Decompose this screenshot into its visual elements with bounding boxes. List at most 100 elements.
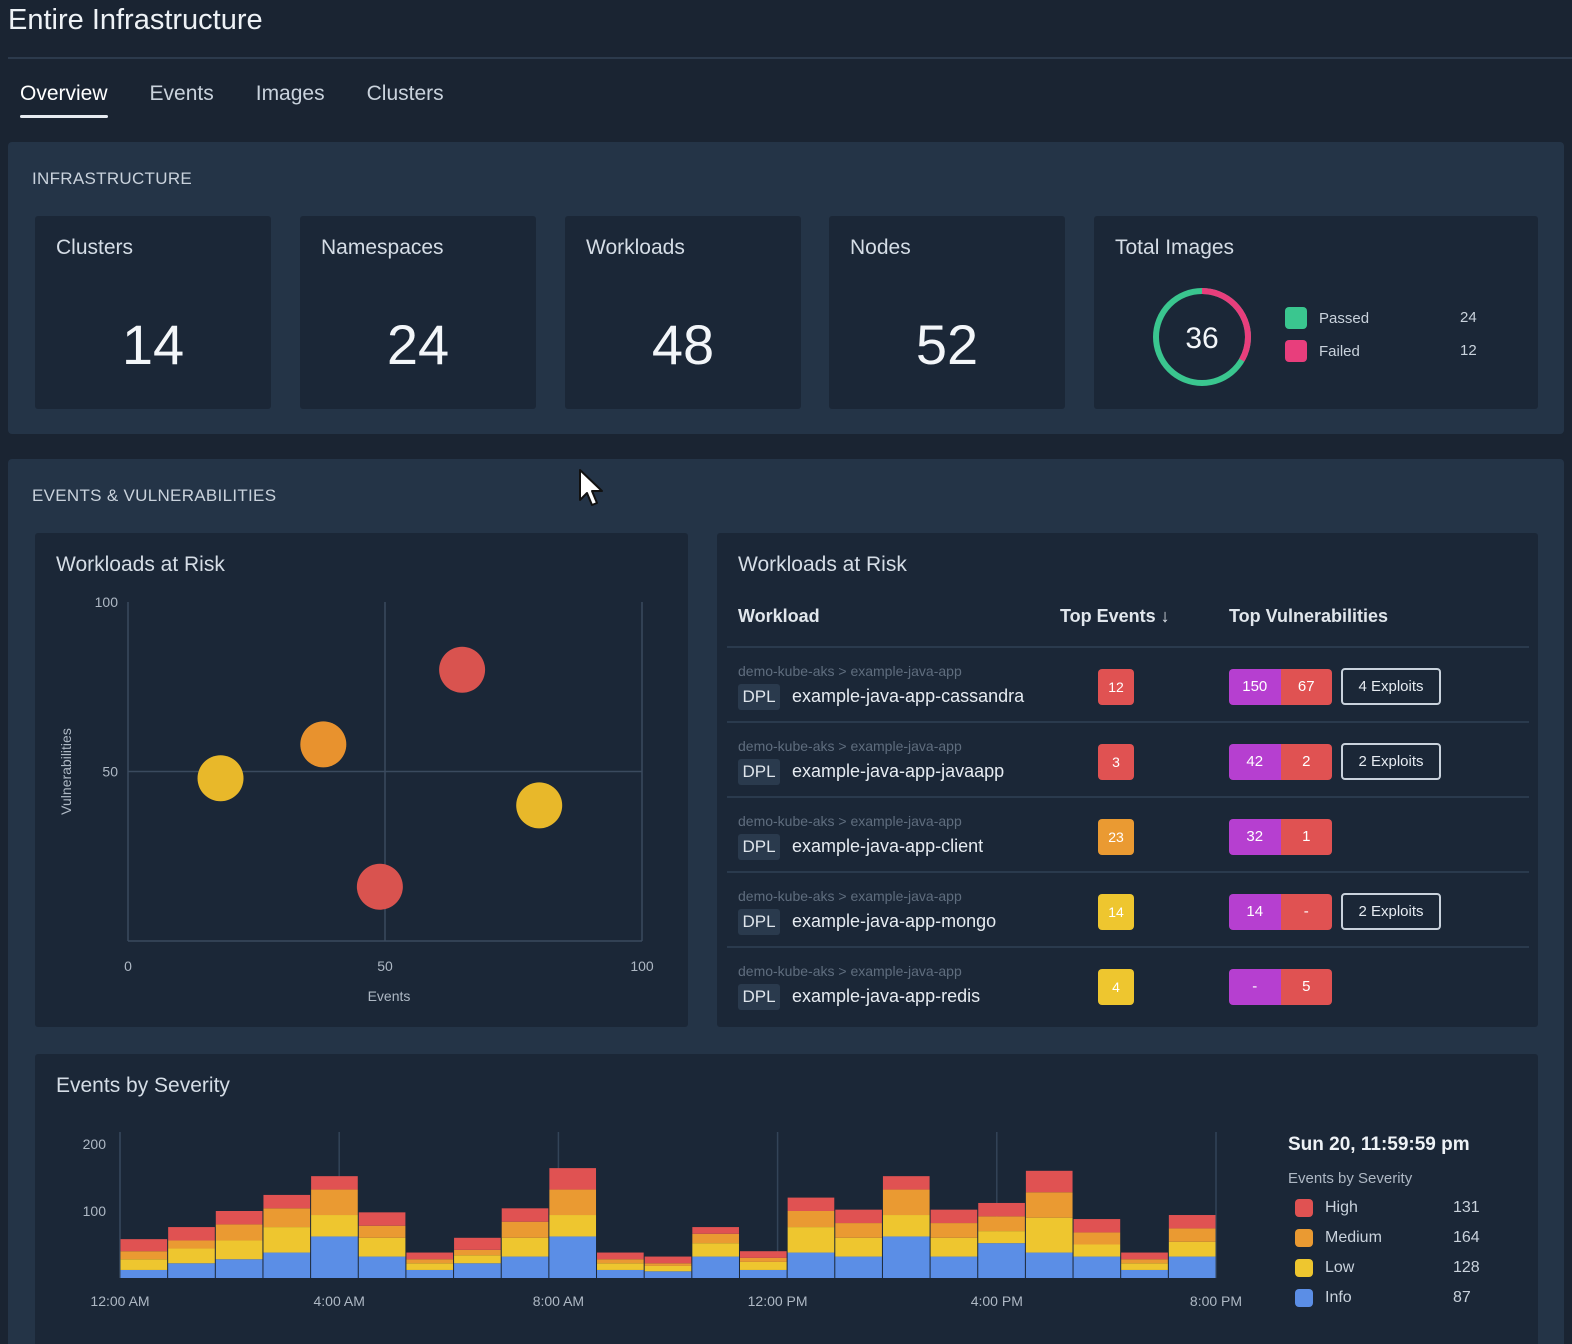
workloads-card[interactable]: Workloads 48 — [565, 216, 801, 409]
tab-events[interactable]: Events — [149, 82, 214, 105]
scatter-point[interactable] — [439, 646, 486, 693]
table-row[interactable]: demo-kube-aks > example-java-app DPL examp… — [727, 946, 1529, 1020]
failed-label: Failed — [1319, 342, 1360, 360]
severity-bar-segment — [978, 1231, 1025, 1244]
legend-item-info[interactable]: Info 87 — [1295, 1289, 1471, 1307]
table-row[interactable]: demo-kube-aks > example-java-app DPL examp… — [727, 871, 1529, 945]
row-workload-name[interactable]: example-java-app-client — [792, 836, 984, 856]
vulnerabilities-bar: 150 67 — [1229, 669, 1332, 705]
row-path: demo-kube-aks > example-java-app — [738, 663, 962, 679]
clusters-count: 14 — [121, 313, 185, 376]
severity-bar-segment — [882, 1189, 930, 1216]
page-title: Entire Infrastructure — [8, 4, 263, 36]
exploits-button[interactable]: 4 Exploits — [1341, 668, 1441, 705]
legend-count: 164 — [1453, 1229, 1480, 1246]
severity-bar-segment — [454, 1237, 501, 1250]
table-row[interactable]: demo-kube-aks > example-java-app DPL examp… — [727, 721, 1529, 795]
severity-bar-segment — [644, 1256, 692, 1264]
scatter-point[interactable] — [516, 782, 563, 829]
legend-label: Medium — [1325, 1229, 1382, 1246]
row-workload-name[interactable]: example-java-app-mongo — [792, 911, 997, 931]
legend-item-high[interactable]: High 131 — [1295, 1199, 1480, 1217]
y-tick-label: 50 — [102, 764, 118, 780]
scatter-point[interactable] — [197, 755, 244, 802]
tab-images[interactable]: Images — [255, 82, 325, 105]
table-row[interactable]: demo-kube-aks > example-java-app DPL examp… — [727, 796, 1529, 870]
severity-bar-segment — [168, 1248, 215, 1264]
severity-bar-segment — [406, 1263, 454, 1270]
severity-bar-segment — [739, 1261, 787, 1270]
severity-bar-segment — [644, 1265, 692, 1272]
row-workload-name[interactable]: example-java-app-redis — [792, 986, 981, 1006]
severity-bar-segment — [358, 1225, 406, 1238]
tab-overview[interactable]: Overview — [20, 82, 108, 118]
row-path: demo-kube-aks > example-java-app — [738, 738, 962, 754]
exploits-button[interactable]: 2 Exploits — [1341, 743, 1441, 780]
row-workload-name[interactable]: example-java-app-cassandra — [792, 686, 1025, 706]
namespaces-card[interactable]: Namespaces 24 — [300, 216, 536, 409]
clusters-card[interactable]: Clusters 14 — [35, 216, 271, 409]
x-tick-label: 50 — [377, 958, 393, 974]
legend-swatch — [1295, 1199, 1313, 1217]
passed-label: Passed — [1319, 309, 1370, 327]
row-kind-badge: DPL — [738, 909, 780, 935]
tab-bar: Overview Events Images Clusters — [20, 82, 486, 118]
scatter-title: Workloads at Risk — [56, 553, 225, 576]
table-row[interactable]: demo-kube-aks > example-java-app DPL examp… — [727, 646, 1529, 720]
severity-bar-segment — [358, 1256, 406, 1278]
severity-bar-segment — [692, 1243, 739, 1257]
table-title: Workloads at Risk — [738, 553, 907, 576]
severity-bar-segment — [549, 1168, 597, 1190]
severity-bar-segment — [930, 1209, 978, 1224]
section-label: INFRASTRUCTURE — [32, 169, 193, 188]
severity-bar-segment — [1073, 1244, 1121, 1257]
legend-swatch — [1295, 1259, 1313, 1277]
severity-bar-segment — [215, 1259, 263, 1278]
tab-clusters[interactable]: Clusters — [366, 82, 444, 105]
severity-bar-segment — [644, 1263, 692, 1266]
severity-bar-segment — [597, 1263, 644, 1270]
severity-bar-segment — [215, 1224, 263, 1241]
row-workload-name[interactable]: example-java-app-javaapp — [792, 761, 1005, 781]
severity-bar-segment — [311, 1176, 358, 1190]
legend-item-low[interactable]: Low 128 — [1295, 1259, 1480, 1277]
col-header-top-events[interactable]: Top Events ↓ — [1060, 606, 1170, 626]
nodes-card[interactable]: Nodes 52 — [829, 216, 1065, 409]
vuln-count-b: 2 — [1280, 744, 1332, 780]
row-path: demo-kube-aks > example-java-app — [738, 888, 962, 904]
severity-bar-segment — [692, 1227, 739, 1234]
severity-bar-segment — [311, 1189, 358, 1216]
severity-bar-segment — [454, 1263, 501, 1278]
legend-item-medium[interactable]: Medium 164 — [1295, 1229, 1480, 1247]
vuln-count-a: 150 — [1229, 669, 1281, 705]
severity-bar-segment — [1121, 1252, 1168, 1260]
mouse-cursor-icon — [579, 469, 603, 506]
severity-bar-segment — [549, 1215, 597, 1237]
scatter-chart: 0 50 100 100 50 Events Vulnerabilities — [58, 594, 654, 1004]
severity-bar-segment — [263, 1194, 311, 1209]
vuln-count-a: 14 — [1229, 894, 1281, 930]
scatter-point[interactable] — [356, 863, 403, 910]
exploits-button[interactable]: 2 Exploits — [1341, 893, 1441, 930]
events-badge: 12 — [1098, 669, 1134, 705]
severity-bar-segment — [882, 1176, 930, 1190]
severity-bar-segment — [120, 1251, 168, 1260]
vulnerabilities-bar: 42 2 — [1229, 744, 1332, 780]
severity-bar-segment — [454, 1255, 501, 1264]
severity-bar-segment — [978, 1202, 1025, 1217]
col-header-top-vulnerabilities[interactable]: Top Vulnerabilities — [1229, 606, 1389, 626]
severity-bar-segment — [549, 1189, 597, 1216]
severity-bar-segment — [597, 1259, 644, 1264]
images-donut: 36 — [1153, 288, 1251, 386]
severity-bar-segment — [597, 1252, 644, 1260]
y-axis-label: Vulnerabilities — [58, 728, 74, 815]
severity-bar-segment — [692, 1233, 739, 1244]
total-images-card[interactable]: Total Images 36 Passed 24 Failed 12 — [1094, 216, 1538, 409]
severity-bar-segment — [882, 1215, 930, 1237]
severity-bar-segment — [644, 1271, 692, 1278]
y-tick-label: 200 — [83, 1136, 107, 1152]
col-header-workload[interactable]: Workload — [738, 606, 820, 626]
scatter-point[interactable] — [300, 721, 347, 768]
vuln-count-a: - — [1229, 969, 1281, 1005]
severity-bar-segment — [835, 1237, 882, 1257]
